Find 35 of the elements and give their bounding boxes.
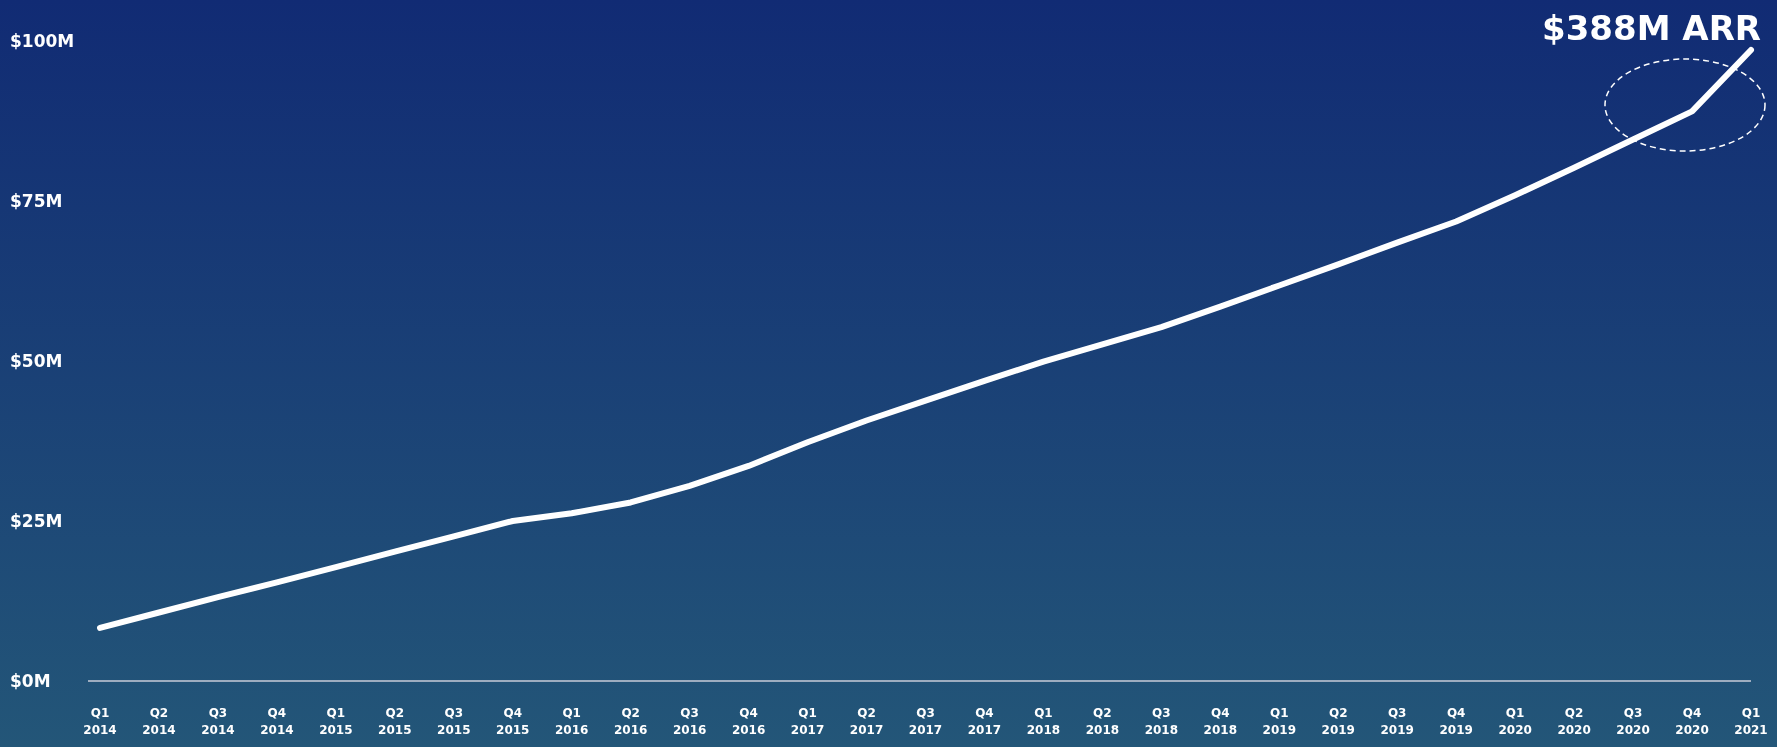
x-tick-label: Q2 2019 [1321,706,1355,737]
x-tick-label: Q1 2018 [1026,706,1061,737]
x-tick-label: Q3 2017 [908,706,943,737]
y-tick-label: $25M [10,510,63,531]
x-tick-label: Q1 2017 [790,706,825,737]
x-tick-label: Q4 2016 [731,706,766,737]
y-tick-label: $0M [10,670,51,691]
x-tick-label: Q3 2015 [437,706,471,737]
x-tick-label: Q1 2021 [1734,706,1768,737]
annotation: $388M ARR [1542,7,1761,48]
x-tick-label: Q1 2016 [555,706,589,737]
y-tick-label: $75M [10,190,63,211]
x-tick-label: Q3 2019 [1380,706,1414,737]
x-tick-label: Q4 2014 [260,706,294,737]
x-tick-label: Q2 2018 [1085,706,1120,737]
x-tick-label: Q4 2019 [1439,706,1473,737]
x-tick-label: Q3 2020 [1616,706,1650,737]
x-tick-label: Q4 2018 [1203,706,1238,737]
y-tick-label: $100M [10,30,75,51]
x-tick-label: Q2 2014 [142,706,176,737]
x-tick-label: Q1 2020 [1498,706,1532,737]
x-tick-label: Q1 2014 [83,706,117,737]
x-tick-label: Q3 2014 [201,706,235,737]
x-tick-label: Q1 2019 [1262,706,1296,737]
y-tick-label: $50M [10,350,63,371]
x-tick-label: Q4 2015 [496,706,530,737]
x-tick-label: Q3 2016 [672,706,707,737]
x-tick-label: Q3 2018 [1144,706,1179,737]
x-tick-label: Q4 2020 [1675,706,1709,737]
x-tick-label: Q2 2016 [613,706,648,737]
x-tick-label: Q1 2015 [319,706,353,737]
x-tick-label: Q2 2020 [1557,706,1591,737]
x-tick-label: Q2 2015 [378,706,412,737]
x-tick-label: Q4 2017 [967,706,1002,737]
x-tick-label: Q2 2017 [849,706,884,737]
